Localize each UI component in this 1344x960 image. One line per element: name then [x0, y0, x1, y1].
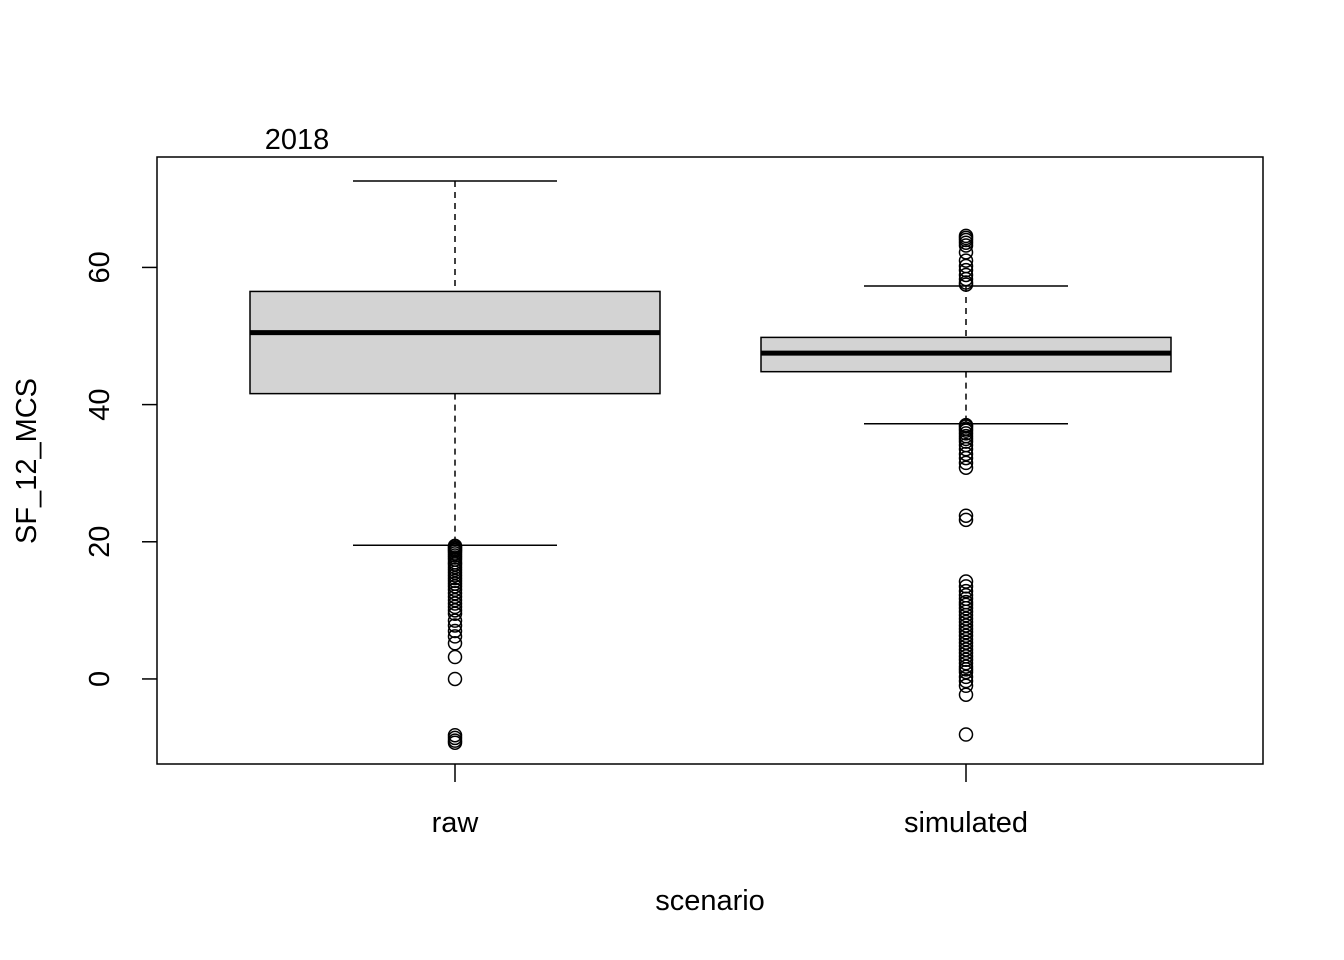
outlier-simulated-60 — [958, 727, 974, 742]
x-axis-label: scenario — [655, 885, 765, 917]
outlier-simulated-58 — [958, 678, 974, 694]
outlier-raw-28 — [447, 618, 463, 633]
x-tick-label-raw: raw — [432, 807, 480, 839]
outlier-simulated-10 — [958, 271, 974, 287]
outlier-simulated-12 — [958, 277, 974, 292]
outlier-simulated-28 — [958, 512, 974, 528]
outlier-simulated-25 — [958, 455, 974, 471]
outlier-raw-33 — [447, 671, 463, 687]
outlier-raw-23 — [447, 596, 463, 611]
y-tick-label-0: 0 — [84, 671, 116, 687]
outlier-simulated-27 — [958, 508, 974, 523]
outlier-raw-37 — [447, 735, 463, 750]
outlier-simulated-59 — [958, 687, 974, 702]
outlier-simulated-4 — [958, 238, 974, 253]
outlier-simulated-24 — [958, 450, 974, 466]
y-tick-label-60: 60 — [84, 251, 116, 283]
plot-frame — [156, 156, 1264, 765]
y-tick-label-20: 20 — [84, 526, 116, 558]
y-axis-label: SF_12_MCS — [11, 378, 43, 544]
outlier-simulated-56 — [958, 669, 974, 685]
outlier-raw-27 — [447, 613, 463, 628]
chart-title: 2018 — [265, 124, 330, 156]
outlier-simulated-9 — [958, 267, 974, 283]
outlier-simulated-26 — [958, 460, 974, 475]
outlier-simulated-6 — [958, 253, 974, 268]
box-raw — [249, 290, 661, 395]
plot-marks: 0 20 40 60 raw simulated — [84, 156, 1264, 839]
y-tick-label-40: 40 — [84, 388, 116, 420]
outlier-raw-30 — [447, 629, 463, 644]
outlier-raw-26 — [447, 606, 463, 622]
outlier-raw-32 — [447, 649, 463, 665]
outlier-raw-25 — [447, 603, 463, 618]
x-tick-label-simulated: simulated — [904, 807, 1028, 839]
